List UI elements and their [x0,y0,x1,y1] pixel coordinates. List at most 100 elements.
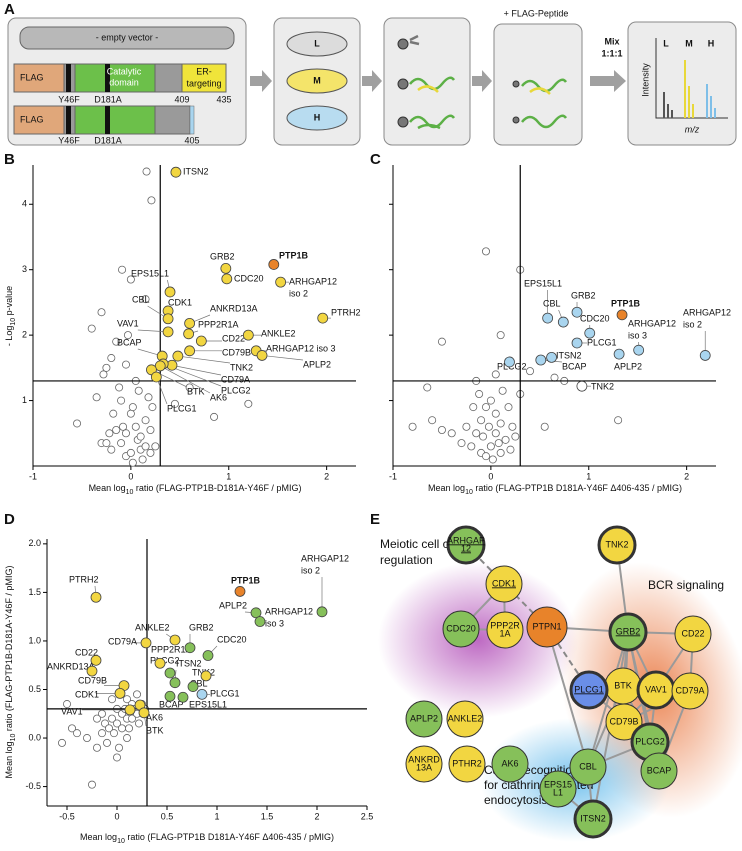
data-point [613,348,625,360]
data-point [99,370,108,379]
point-label: TNK2 [591,381,614,391]
data-point [469,403,478,412]
data-point [172,350,184,362]
network-node [446,525,486,565]
data-point [202,650,214,661]
axis-label-part: Mean log [4,741,14,778]
point-label: CBL [543,298,561,308]
y-tick-label: 4 [22,199,27,209]
x-tick-label: 1 [226,471,231,481]
point-label: EPS15L1 [131,268,169,278]
axis-label-part: 10 [465,489,473,496]
data-point [121,429,130,438]
x-tick-label: 2 [684,471,689,481]
data-point [126,409,135,418]
data-point [107,445,116,454]
node-label: AK6 [501,758,518,768]
dish [286,31,348,57]
data-point [169,677,181,689]
data-point [526,367,535,376]
dish-label: L [314,38,320,48]
data-point [477,416,486,425]
data-point [542,312,554,324]
x-tick-label: -0.5 [59,811,75,821]
node-label: BCAP [647,765,672,775]
data-point [184,317,196,329]
data-point [511,432,520,441]
data-point [147,196,156,205]
point-label: PPP2R1A [198,319,239,329]
point-label: ARHGAP12 [683,307,731,317]
point-label: ARHGAP12 iso 3 [266,343,336,353]
spectrum-label: L [663,38,669,48]
data-point [107,354,116,363]
network-node [405,700,443,738]
position-label: 409 [174,94,189,104]
network-node [569,748,607,786]
network-node [640,752,678,790]
data-point [148,403,157,412]
dish [286,105,348,131]
data-point [136,432,145,441]
point-label: GRB2 [210,251,235,261]
data-point [97,308,106,317]
point-label: APLP2 [614,361,642,371]
node-label: CDK1 [492,578,516,588]
y-tick-label: 2 [22,330,27,340]
data-point [242,329,254,341]
domain-label: Catalytic [107,66,142,76]
network-node [674,615,712,653]
data-point [256,350,268,361]
data-point [472,429,481,438]
data-point [83,734,92,743]
mix-label: 1:1:1 [601,48,622,58]
data-point [119,422,128,431]
data-point [491,429,500,438]
data-point [187,681,199,692]
x-tick-label: 1 [586,471,591,481]
data-point [134,386,143,395]
point-label: BTK [187,386,205,396]
data-point [86,665,98,677]
point-label: ARHGAP12 [289,276,337,286]
flag-label: FLAG [20,72,44,82]
point-label: CDK1 [168,297,192,307]
point-label: iso 2 [289,288,308,298]
point-label: CDC20 [580,313,610,323]
data-point [508,422,517,431]
x-axis-label: Mean log10 ratio (FLAG-PTP1B D181A-Y46F … [428,483,682,496]
network-edge [587,631,629,768]
node-label: APLP2 [410,713,438,723]
data-point [92,393,101,402]
node-label: CD79B [609,716,638,726]
data-point [316,606,328,618]
x-tick-label: 1.5 [261,811,274,821]
node-label: PTHR2 [452,758,482,768]
axis-label-part: 10 [126,489,134,496]
data-point [138,707,150,719]
y-tick-label: 1.5 [28,587,41,597]
y-tick-label: 0.5 [28,684,41,694]
data-point [571,337,583,349]
data-point [437,337,446,346]
point-label: PLCG1 [587,337,617,347]
point-label: AK6 [146,712,163,722]
data-point [166,359,178,371]
data-point [88,780,97,789]
data-point [220,262,232,274]
flag-tag [13,63,65,93]
panel-label: E [370,511,380,528]
node-label: 13A [416,762,432,772]
group-label: BCR signaling [648,578,724,592]
data-point [138,455,147,464]
data-point [93,714,102,723]
data-point [479,432,488,441]
data-point [117,439,126,448]
node-label: EPS15 [544,779,572,789]
axis-label-part: ratio (FLAG-PTP1B D181A-Y46F Δ406-435 / … [473,483,682,493]
x-tick-label: 0 [488,471,493,481]
network-node [448,745,486,783]
peptide-label: + FLAG-Peptide [504,8,569,18]
data-point [491,409,500,418]
data-point [550,373,559,382]
